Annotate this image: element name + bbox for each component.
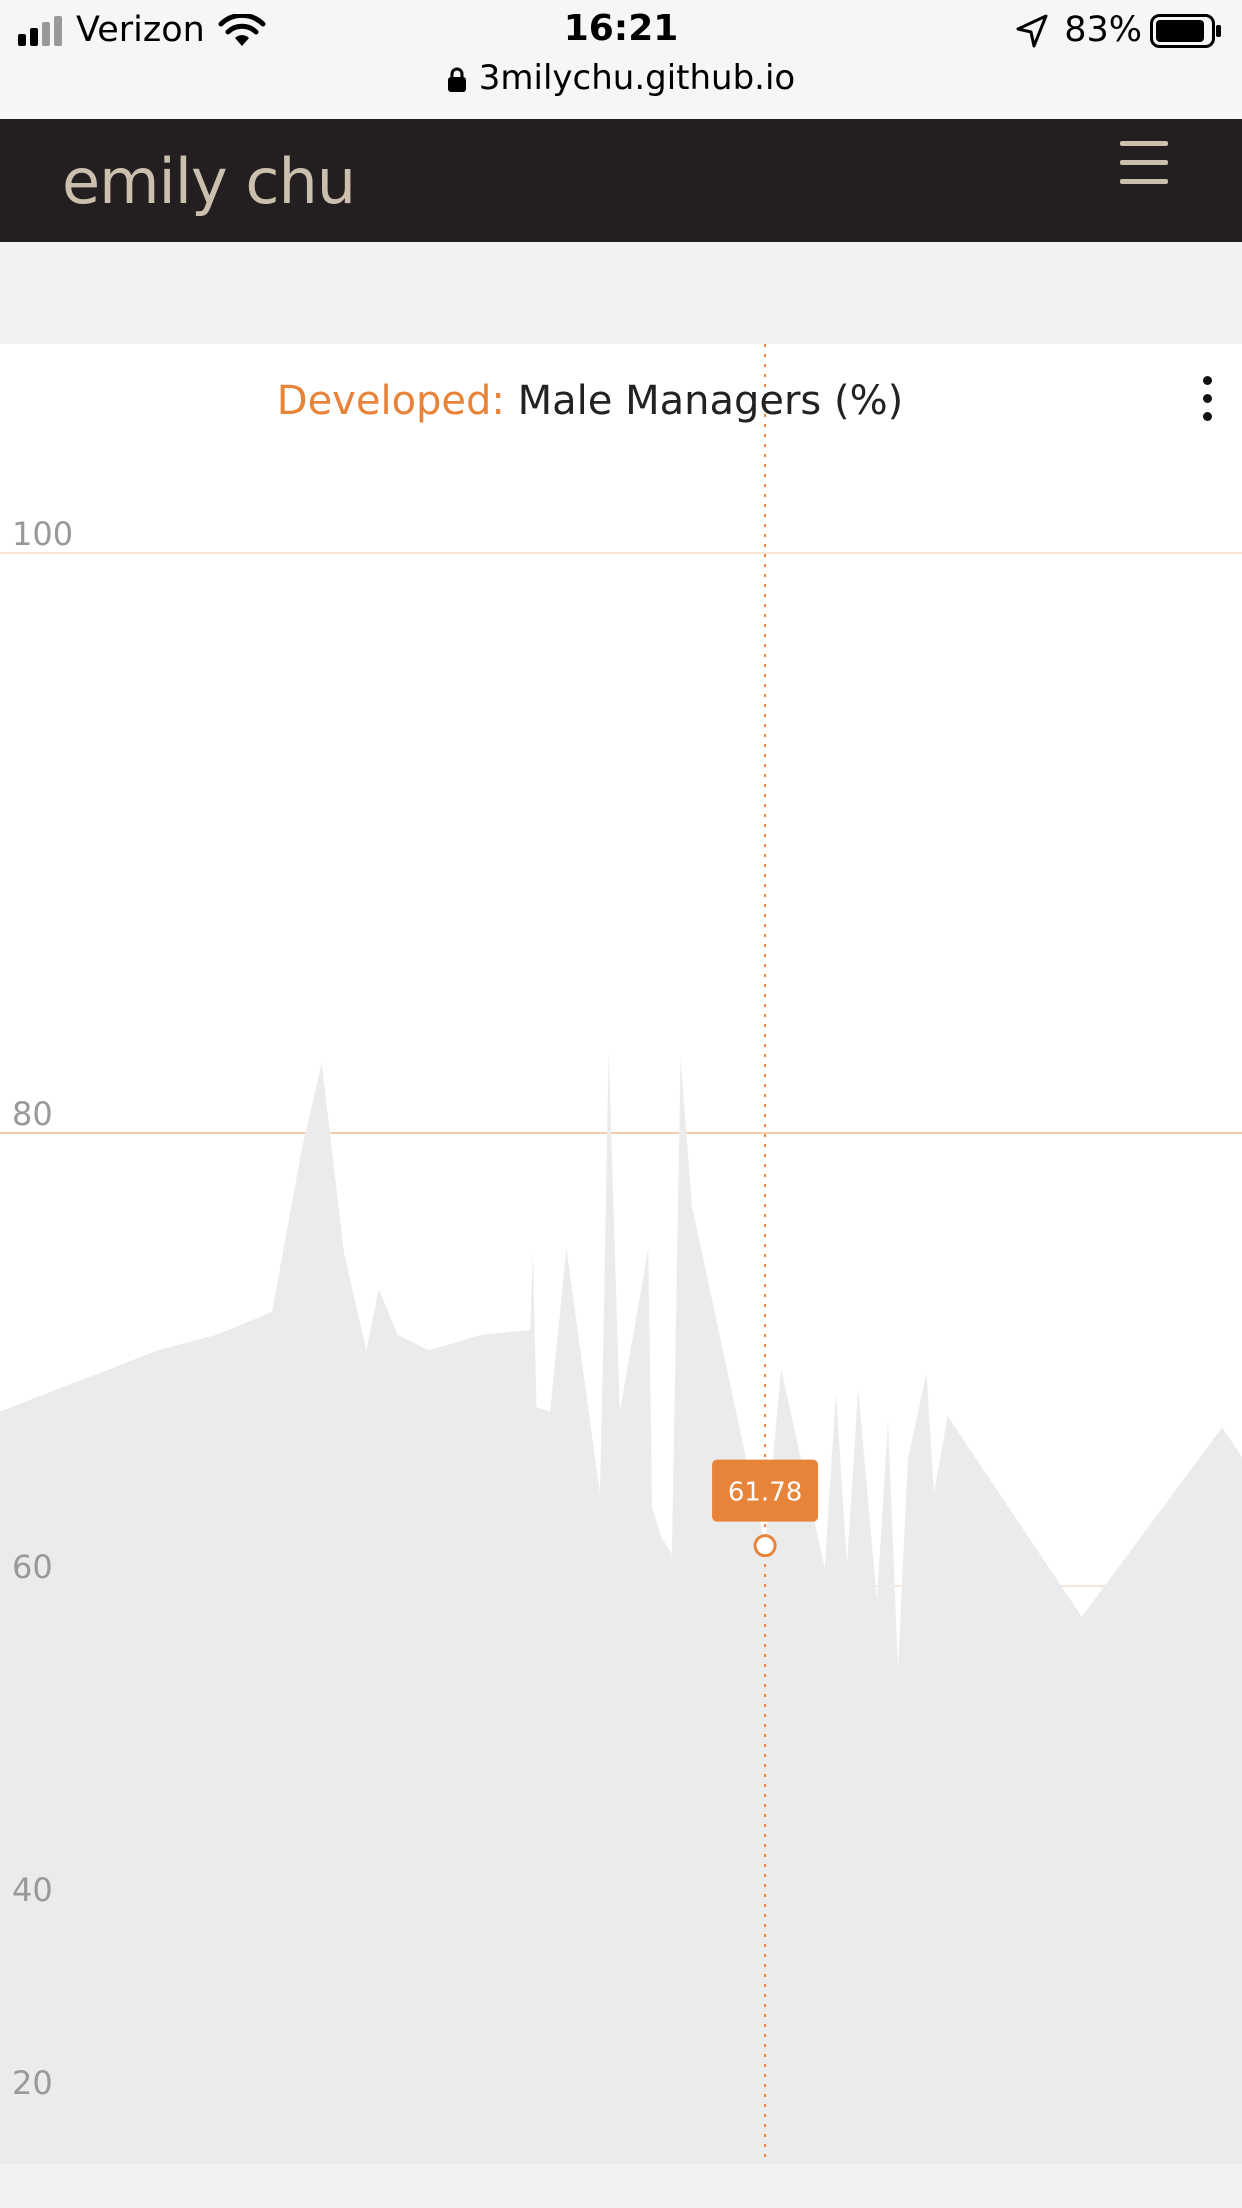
battery-percentage: 83%: [1064, 10, 1142, 50]
hover-point[interactable]: [753, 1534, 777, 1558]
location-arrow-icon: [1016, 14, 1048, 48]
chart-title-prefix: Developed:: [276, 378, 505, 424]
site-brand[interactable]: emily chu: [62, 145, 356, 218]
area-series: [0, 1048, 1242, 2164]
tooltip-value: 61.78: [728, 1478, 802, 1508]
clock: 16:21: [563, 8, 679, 49]
chart-title: Developed: Male Managers (%): [0, 378, 1180, 424]
wifi-icon: [218, 14, 266, 46]
carrier-label: Verizon: [76, 10, 205, 50]
y-tick-label: 20: [12, 2064, 53, 2102]
status-bar: Verizon 16:21 83% 3milychu.github.io: [0, 0, 1242, 119]
lock-icon: [447, 67, 466, 92]
tooltip-box: [712, 1459, 819, 1522]
y-tick-label: 40: [12, 1871, 53, 1909]
battery-icon: [1150, 14, 1221, 48]
chart-card: 100 80 60 40 20 61.78 Developed: Male Manage…: [0, 344, 1242, 2164]
area-chart[interactable]: 100 80 60 40 20 61.78: [0, 344, 1242, 2164]
signal-icon: [18, 16, 62, 46]
y-tick-label: 80: [12, 1095, 53, 1133]
y-tick-label: 60: [12, 1548, 53, 1586]
site-header: emily chu: [0, 119, 1242, 242]
address-bar[interactable]: 3milychu.github.io: [0, 58, 1242, 98]
url-text: 3milychu.github.io: [478, 58, 796, 98]
chart-title-text: Male Managers (%): [517, 378, 904, 424]
menu-icon[interactable]: [1120, 139, 1170, 189]
y-tick-label: 100: [12, 515, 73, 553]
more-options-icon[interactable]: [1196, 376, 1220, 426]
